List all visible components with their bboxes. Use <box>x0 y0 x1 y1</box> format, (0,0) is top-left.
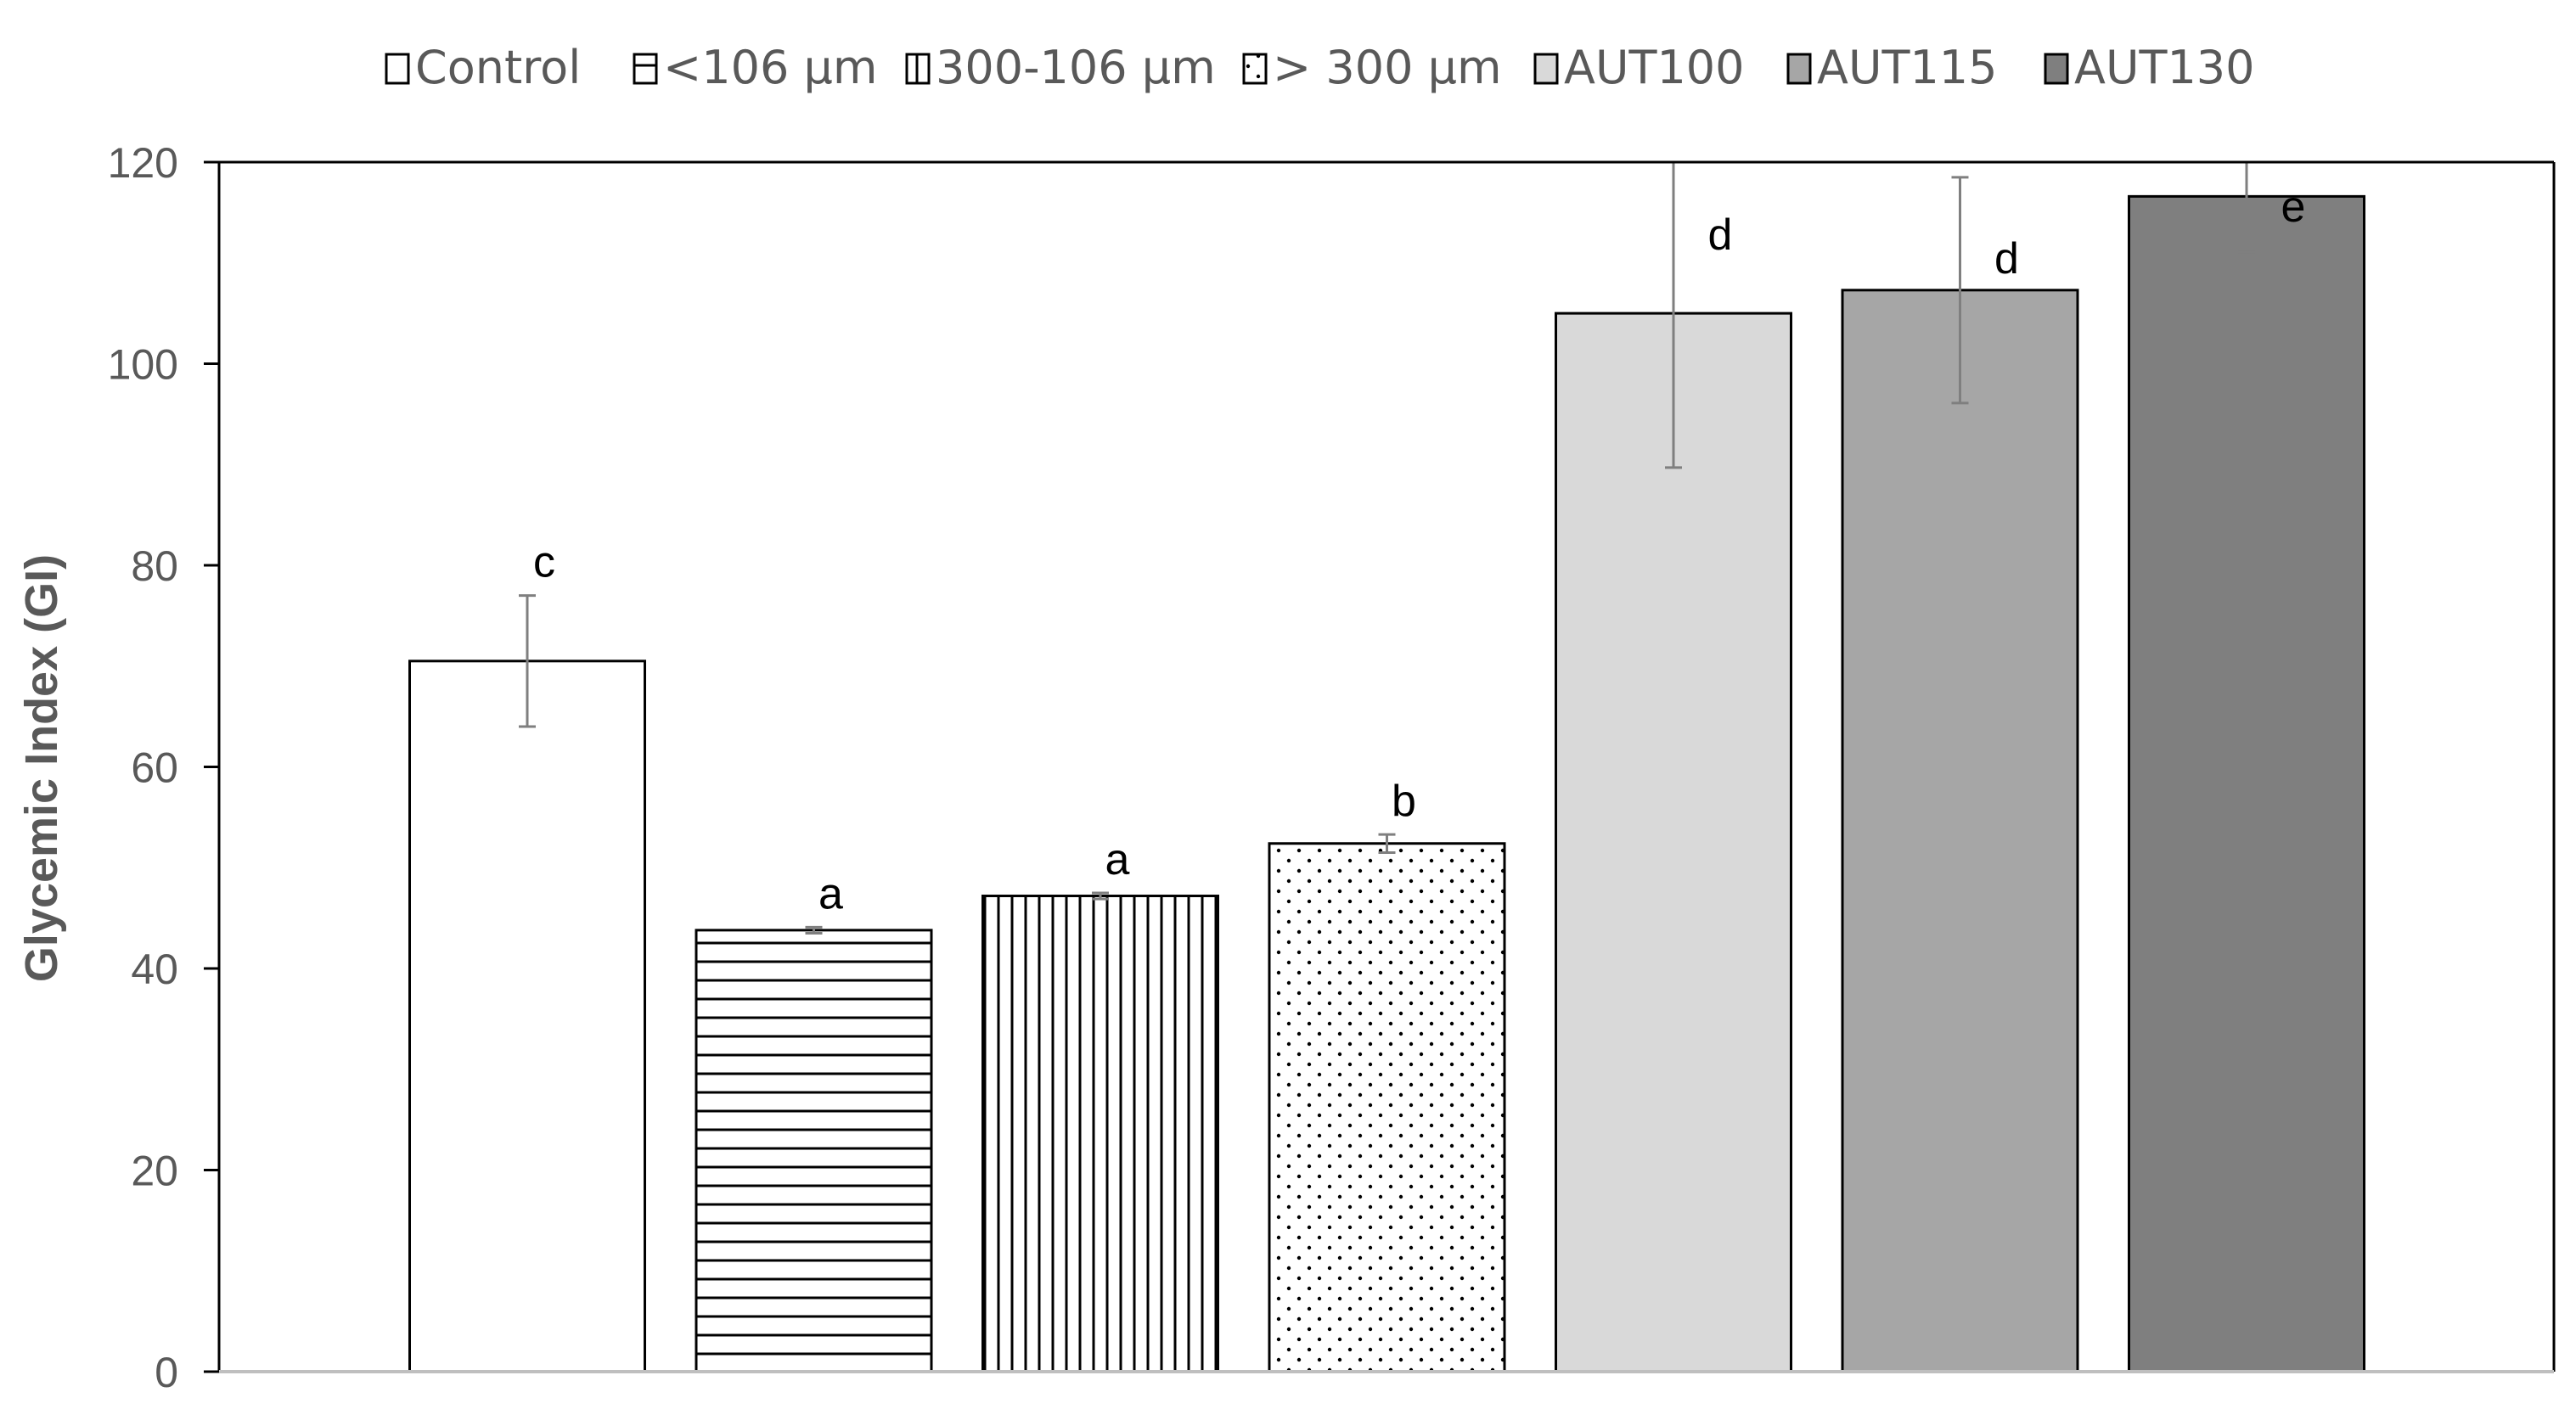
y-tick-label: 40 <box>131 946 178 993</box>
significance-labels: c a a b d d e <box>533 182 2305 918</box>
bar-series <box>408 194 2365 1373</box>
y-tick-label: 60 <box>131 744 178 792</box>
bar <box>695 929 933 1373</box>
y-tick-label: 100 <box>108 341 178 389</box>
significance-letter: b <box>1392 777 1416 826</box>
bar <box>2128 194 2365 1373</box>
bar <box>1841 289 2079 1373</box>
legend-label: AUT100 <box>1564 41 1745 94</box>
legend-swatch <box>633 53 658 85</box>
y-tick-label: 0 <box>155 1349 178 1396</box>
legend-swatch <box>1242 53 1268 85</box>
legend-label: AUT130 <box>2074 41 2255 94</box>
y-tick-label: 20 <box>131 1148 178 1195</box>
y-axis-ticks: 0 20 40 60 80 100 120 <box>108 139 219 1396</box>
significance-letter: c <box>533 538 555 587</box>
legend-label: > 300 µm <box>1273 41 1502 94</box>
legend-label: 300-106 µm <box>936 41 1216 94</box>
y-axis-label: Glycemic Index (GI) <box>16 554 67 982</box>
legend-swatch <box>2044 53 2069 85</box>
significance-letter: d <box>1708 211 1733 260</box>
significance-letter: a <box>818 869 843 918</box>
significance-letter: a <box>1105 835 1130 884</box>
bar <box>1555 312 1792 1373</box>
error-bars <box>519 162 2255 935</box>
legend-swatch <box>905 53 931 85</box>
legend-label: AUT115 <box>1817 41 1998 94</box>
chart-legend: Control <106 µm 300-106 µm > 300 µm AUT100 AU… <box>385 41 2255 94</box>
legend-label: <106 µm <box>663 41 877 94</box>
bar <box>1268 842 1506 1373</box>
legend-swatch <box>385 53 410 85</box>
bar <box>981 895 1219 1373</box>
y-tick-label: 120 <box>108 139 178 187</box>
legend-swatch <box>1533 53 1559 85</box>
significance-letter: e <box>2281 182 2306 232</box>
significance-letter: d <box>1994 234 2019 283</box>
bar <box>408 660 646 1373</box>
legend-swatch <box>1786 53 1812 85</box>
legend-label: Control <box>415 41 581 94</box>
y-tick-label: 80 <box>131 542 178 590</box>
